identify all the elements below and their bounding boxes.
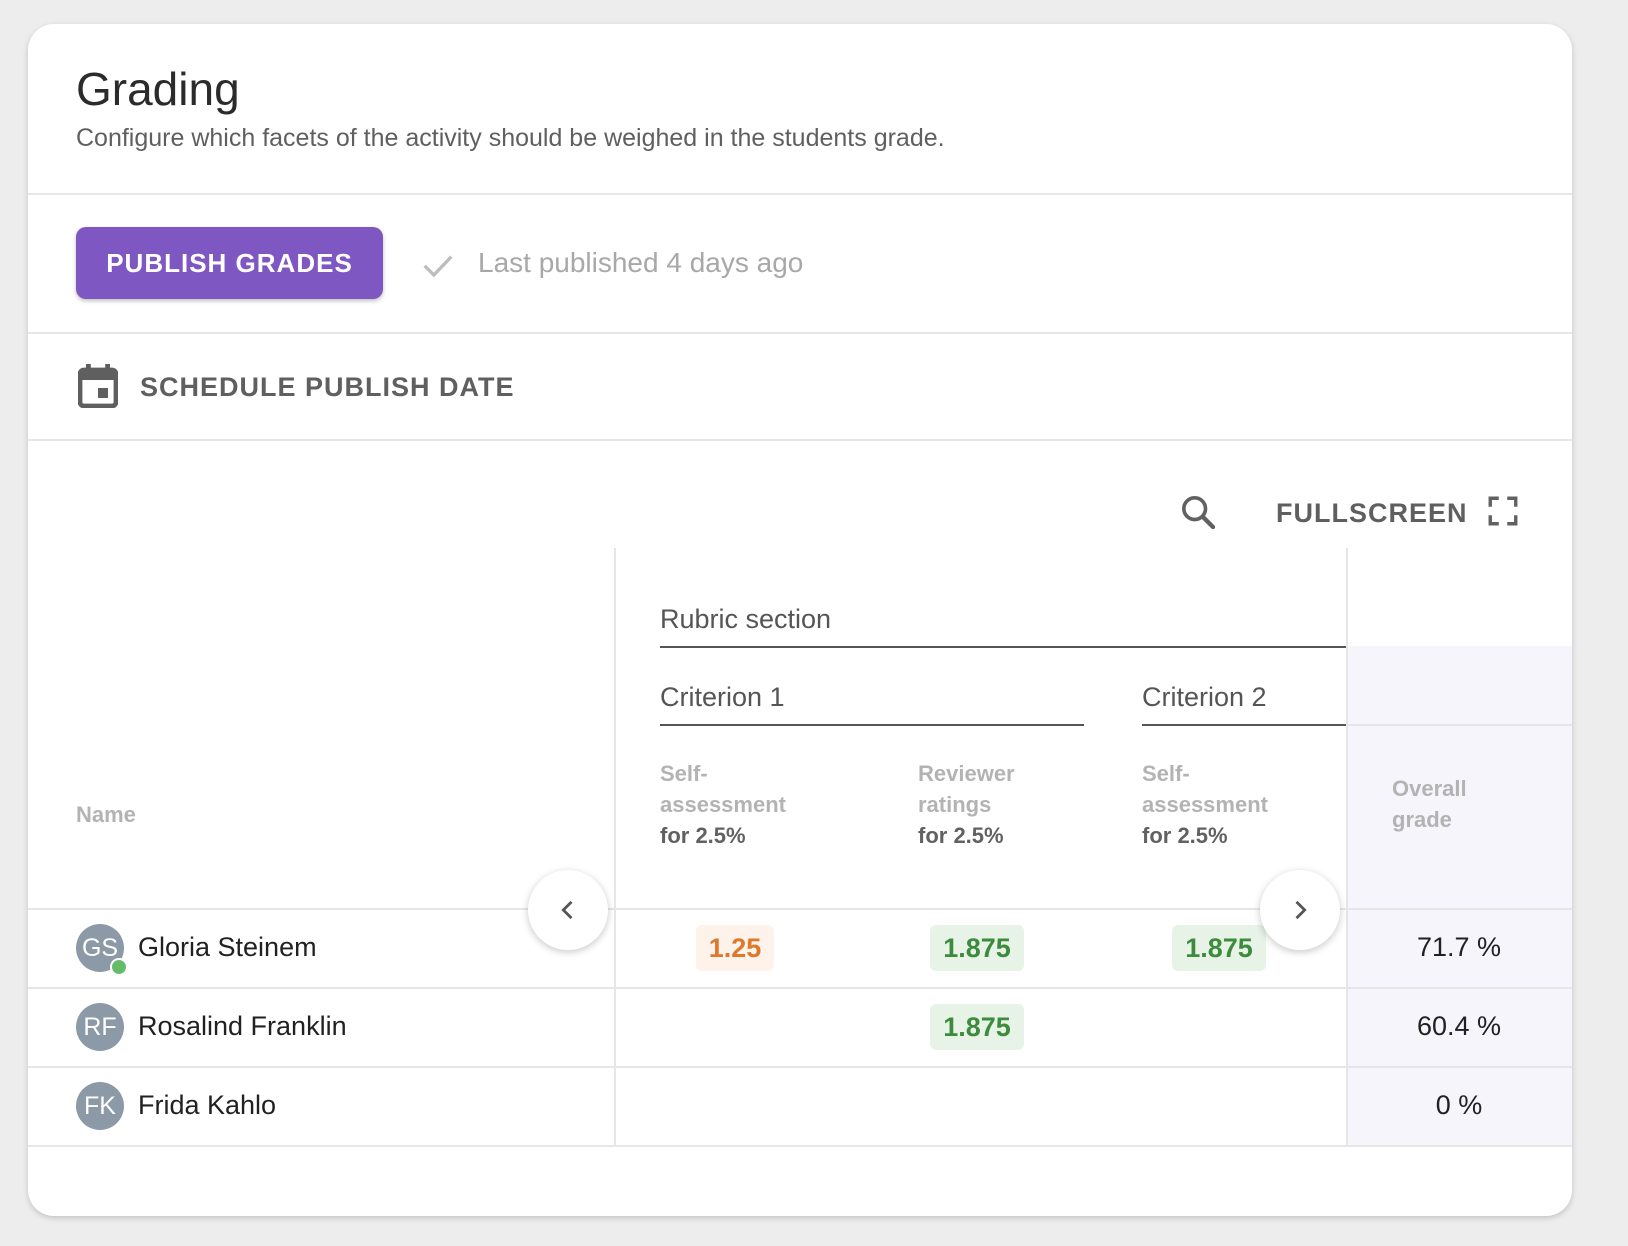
online-status-indicator [110, 958, 128, 976]
header-divider [1346, 724, 1572, 726]
student-name[interactable]: Gloria Steinem [138, 932, 317, 962]
column-header-c2-self: Self-assessment for 2.5% [1142, 758, 1312, 851]
header: Grading Configure which facets of the ac… [28, 24, 1572, 195]
avatar: FK [76, 1082, 124, 1130]
overall-grade-value: 0 % [1435, 1090, 1483, 1120]
column-header-weight: for 2.5% [1142, 823, 1228, 848]
name-column-header: Name [76, 802, 136, 827]
chevron-right-icon [1295, 900, 1307, 920]
row-divider [28, 908, 1572, 910]
fullscreen-button[interactable]: FULLSCREEN [1276, 498, 1468, 528]
rubric-section-label: Rubric section [660, 604, 832, 634]
column-header-label: Self-assessment [660, 761, 786, 817]
criterion-1-label: Criterion 1 [660, 682, 785, 712]
scroll-right-button[interactable] [1260, 870, 1340, 950]
criterion-2-label: Criterion 2 [1142, 682, 1267, 712]
fullscreen-icon[interactable] [1486, 494, 1520, 528]
overall-grade-value: 60.4 % [1416, 1011, 1502, 1041]
search-icon[interactable] [1178, 492, 1218, 532]
publish-row: PUBLISH GRADES Last published 4 days ago [28, 195, 1572, 334]
column-header-weight: for 2.5% [918, 823, 1004, 848]
column-header-c1-self: Self-assessment for 2.5% [660, 758, 830, 851]
avatar: GS [76, 924, 128, 976]
column-header-c1-reviewer: Reviewer ratings for 2.5% [918, 758, 1048, 851]
column-header-weight: for 2.5% [660, 823, 746, 848]
overall-grade-column [1346, 646, 1572, 1146]
calendar-icon [78, 364, 118, 408]
criterion-2-underline [1142, 724, 1346, 726]
student-name[interactable]: Frida Kahlo [138, 1090, 277, 1120]
publish-grades-button[interactable]: PUBLISH GRADES [76, 227, 383, 299]
row-divider [28, 1145, 1572, 1147]
grade-chip-c1-self[interactable]: 1.25 [696, 925, 774, 971]
grading-card: Grading Configure which facets of the ac… [28, 24, 1572, 1216]
grade-chip-c1-reviewer[interactable]: 1.875 [930, 1004, 1024, 1050]
criterion-1-underline [660, 724, 1084, 726]
avatar-initials: FK [84, 1091, 116, 1120]
column-divider [614, 548, 616, 1146]
column-divider [1346, 548, 1348, 1146]
last-published-status: Last published 4 days ago [478, 247, 804, 278]
grade-chip-c1-reviewer[interactable]: 1.875 [930, 925, 1024, 971]
student-name[interactable]: Rosalind Franklin [138, 1011, 347, 1041]
overall-grade-header: Overall grade [1392, 776, 1467, 832]
grade-chip-c2-self[interactable]: 1.875 [1172, 925, 1266, 971]
page-title: Grading [76, 63, 240, 115]
avatar-initials: GS [81, 933, 119, 962]
row-divider [28, 987, 1572, 989]
avatar: RF [76, 1003, 124, 1051]
page-subtitle: Configure which facets of the activity s… [76, 124, 945, 152]
check-icon [423, 255, 453, 278]
chevron-left-icon [561, 900, 573, 920]
avatar-initials: RF [83, 1012, 117, 1041]
row-divider [28, 1066, 1572, 1068]
schedule-publish-date-label: SCHEDULE PUBLISH DATE [140, 372, 515, 402]
schedule-publish-date-button[interactable]: SCHEDULE PUBLISH DATE [28, 334, 1572, 441]
overall-grade-value: 71.7 % [1416, 932, 1502, 962]
column-header-label: Reviewer ratings [918, 761, 1015, 817]
scroll-left-button[interactable] [528, 870, 608, 950]
rubric-section-underline [660, 646, 1346, 648]
column-header-label: Self-assessment [1142, 761, 1268, 817]
